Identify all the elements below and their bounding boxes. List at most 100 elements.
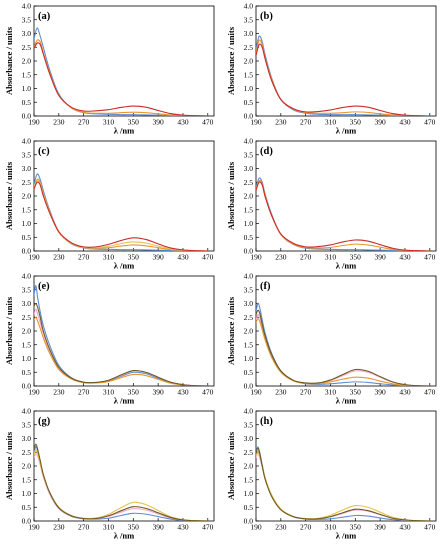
- y-tick-label: 0.0: [244, 517, 254, 526]
- y-tick-label: 0.5: [22, 233, 32, 242]
- x-tick-label: 390: [153, 523, 165, 532]
- y-tick-label: 2.0: [244, 327, 254, 336]
- series-line: [256, 313, 430, 386]
- y-tick-label: 1.5: [244, 340, 254, 349]
- x-tick-label: 270: [300, 253, 312, 262]
- series-line: [256, 302, 430, 386]
- y-tick-label: 4.0: [22, 272, 32, 281]
- series-line: [34, 27, 208, 116]
- y-tick-label: 2.0: [244, 462, 254, 471]
- y-tick-label: 0.0: [22, 112, 32, 121]
- x-tick-label: 350: [350, 253, 362, 262]
- x-tick-label: 390: [153, 253, 165, 262]
- x-tick-label: 350: [128, 523, 140, 532]
- chart-panel: 0.0 0.5 1.0 1.5 2.0 2.5 3.0 3.5 4.0 190 230 270 310 3…: [226, 137, 437, 271]
- y-tick-label: 3.0: [244, 29, 254, 38]
- chart-panel: 0.0 0.5 1.0 1.5 2.0 2.5 3.0 3.5 4.0 190 230 270 310 3…: [4, 2, 215, 136]
- y-tick-label: 3.5: [22, 150, 32, 159]
- y-tick-label: 3.0: [244, 299, 254, 308]
- y-tick-label: 3.0: [22, 29, 32, 38]
- y-tick-label: 4.0: [244, 407, 254, 416]
- x-tick-label: 190: [250, 523, 262, 532]
- y-tick-label: 4.0: [22, 407, 32, 416]
- panel-label: (h): [260, 416, 273, 427]
- series-group: [256, 177, 430, 251]
- y-tick-label: 4.0: [22, 137, 32, 146]
- y-axis-label: Absorbance / units: [226, 431, 236, 500]
- series-line: [256, 447, 430, 521]
- y-tick-label: 0.0: [22, 517, 32, 526]
- x-tick-label: 350: [128, 118, 140, 127]
- y-tick-label: 3.0: [22, 434, 32, 443]
- x-tick-label: 430: [399, 253, 411, 262]
- y-tick-label: 0.5: [244, 503, 254, 512]
- y-axis-label: Absorbance / units: [226, 26, 236, 95]
- y-tick-label: 1.5: [22, 340, 32, 349]
- x-tick-label: 190: [250, 253, 262, 262]
- series-line: [256, 180, 430, 251]
- series-line: [256, 39, 430, 116]
- x-axis-label: λ /nm: [114, 396, 134, 406]
- y-tick-label: 3.5: [244, 285, 254, 294]
- y-tick-label: 1.0: [244, 354, 254, 363]
- x-tick-label: 350: [350, 388, 362, 397]
- series-group: [256, 302, 430, 386]
- y-tick-label: 0.5: [244, 368, 254, 377]
- x-tick-label: 270: [78, 388, 90, 397]
- chart-panel: 0.0 0.5 1.0 1.5 2.0 2.5 3.0 3.5 4.0 190 230 270 310 3…: [4, 272, 215, 406]
- panel-label: (a): [38, 11, 51, 22]
- y-tick-label: 2.5: [244, 43, 254, 52]
- series-line: [34, 39, 208, 116]
- series-group: [34, 285, 208, 386]
- series-line: [34, 173, 208, 251]
- x-tick-label: 310: [103, 118, 115, 127]
- y-tick-label: 1.0: [22, 354, 32, 363]
- series-line: [34, 42, 208, 116]
- y-tick-label: 3.5: [22, 15, 32, 24]
- plot-frame: [255, 5, 437, 117]
- plot-frame: [255, 275, 437, 387]
- x-tick-label: 310: [103, 253, 115, 262]
- series-group: [34, 27, 208, 116]
- plot-frame: [33, 410, 215, 522]
- panel-label: (c): [38, 146, 50, 157]
- y-tick-label: 1.5: [244, 475, 254, 484]
- plot-frame: [255, 410, 437, 522]
- series-line: [256, 177, 430, 251]
- x-tick-label: 230: [53, 388, 65, 397]
- plot-frame: [255, 140, 437, 252]
- y-tick-label: 4.0: [244, 272, 254, 281]
- y-axis-label: Absorbance / units: [4, 296, 14, 365]
- series-line: [256, 43, 430, 116]
- y-tick-label: 4.0: [22, 2, 32, 11]
- y-tick-label: 0.5: [22, 98, 32, 107]
- x-tick-label: 270: [78, 253, 90, 262]
- x-tick-label: 430: [177, 388, 189, 397]
- x-axis-label: λ /nm: [336, 261, 356, 271]
- y-tick-label: 1.5: [22, 475, 32, 484]
- y-tick-label: 0.0: [244, 382, 254, 391]
- x-tick-label: 430: [399, 118, 411, 127]
- y-tick-label: 2.5: [22, 43, 32, 52]
- y-tick-label: 2.5: [244, 178, 254, 187]
- x-tick-label: 350: [350, 523, 362, 532]
- x-tick-label: 470: [424, 253, 436, 262]
- x-tick-label: 270: [78, 118, 90, 127]
- y-tick-label: 0.0: [22, 247, 32, 256]
- y-tick-label: 3.0: [244, 164, 254, 173]
- x-tick-label: 270: [300, 523, 312, 532]
- y-tick-label: 2.0: [22, 57, 32, 66]
- x-tick-label: 350: [350, 118, 362, 127]
- y-tick-label: 0.5: [244, 98, 254, 107]
- x-tick-label: 390: [375, 253, 387, 262]
- y-tick-label: 2.5: [22, 178, 32, 187]
- y-tick-label: 1.0: [22, 219, 32, 228]
- x-tick-label: 390: [375, 523, 387, 532]
- panel-label: (b): [260, 11, 273, 22]
- series-group: [256, 35, 430, 116]
- panel-label: (d): [260, 146, 273, 157]
- series-line: [34, 443, 208, 521]
- x-axis-label: λ /nm: [336, 396, 356, 406]
- series-group: [34, 443, 208, 521]
- x-tick-label: 430: [177, 118, 189, 127]
